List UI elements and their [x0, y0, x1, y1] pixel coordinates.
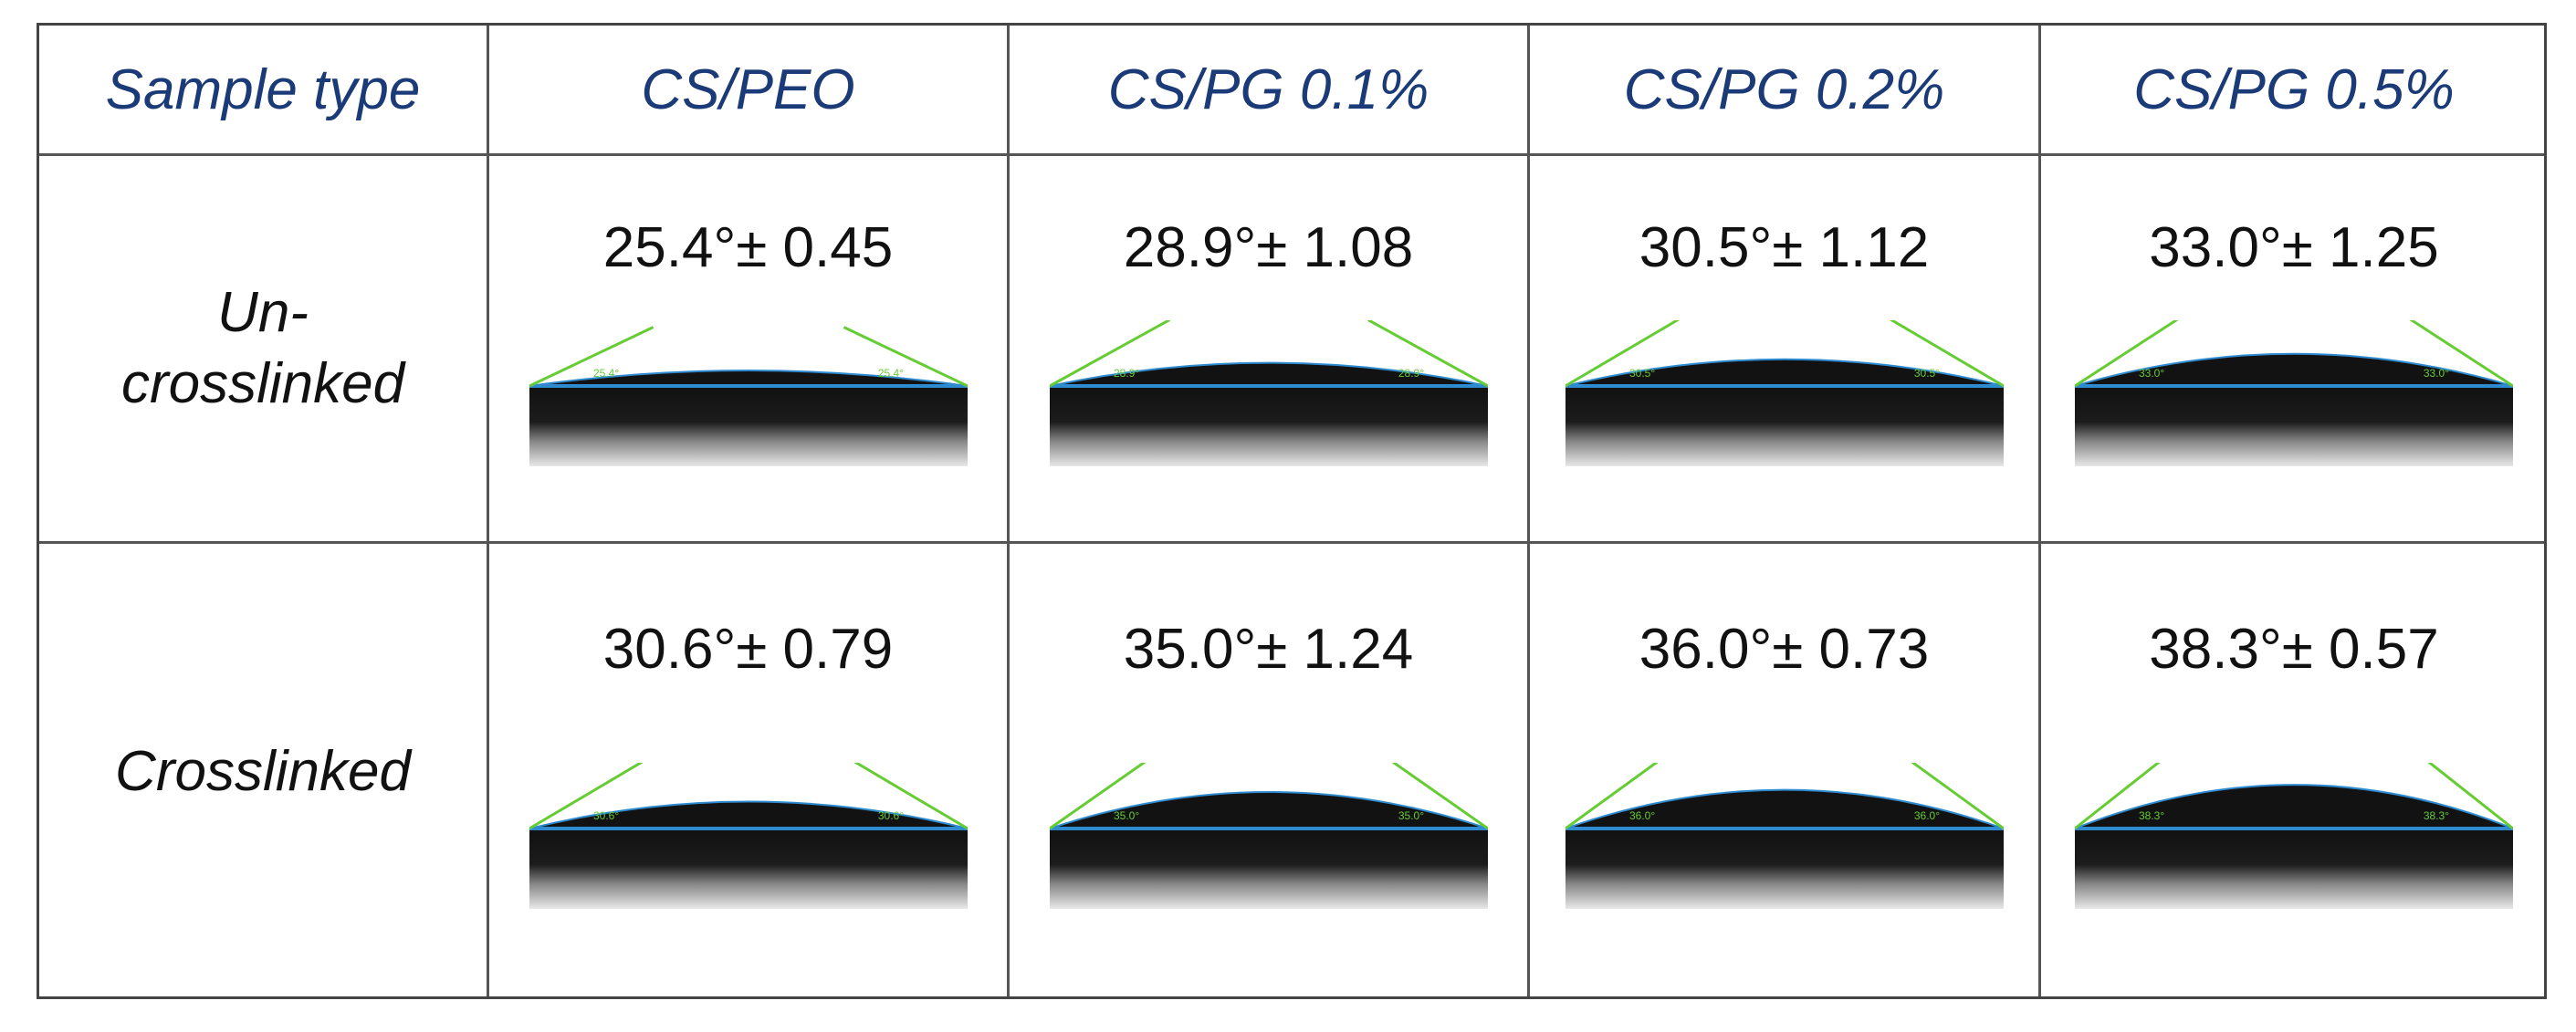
contact-angle-cell: 33.0°± 1.25 33.0° 33.0° — [2041, 156, 2547, 541]
droplet-image: 25.4° 25.4° — [529, 326, 969, 466]
contact-angle-cell: 25.4°± 0.45 25.4° 25.4° — [489, 156, 1007, 541]
measured-angle-label: 33.0° — [2424, 367, 2449, 380]
droplet-photo: 28.9° 28.9° — [1049, 318, 1489, 471]
measured-angle-label: 36.0° — [1629, 809, 1655, 822]
measured-angle-label: 28.9° — [1398, 367, 1424, 380]
droplet-photo: 30.6° 30.6° — [529, 757, 969, 913]
droplet-image: 36.0° 36.0° — [1565, 746, 2005, 909]
measured-angle-label: 35.0° — [1114, 809, 1139, 822]
row-divider — [39, 541, 2544, 544]
measured-angle-label: 36.0° — [1914, 809, 1940, 822]
contact-angle-value: 35.0°± 1.24 — [1123, 618, 1414, 681]
column-divider — [2038, 26, 2041, 996]
contact-angle-value: 38.3°± 0.57 — [2149, 618, 2439, 681]
measured-angle-label: 28.9° — [1114, 367, 1139, 380]
contact-angle-value: 30.6°± 0.79 — [602, 618, 894, 681]
column-divider — [1527, 26, 1530, 996]
droplet-photo: 35.0° 35.0° — [1049, 748, 1489, 913]
contact-angle-value: 36.0°± 0.73 — [1639, 618, 1930, 681]
droplet-photo: 30.5° 30.5° — [1565, 315, 2005, 471]
droplet-photo: 36.0° 36.0° — [1565, 746, 2005, 913]
contact-angle-value: 25.4°± 0.45 — [602, 216, 894, 279]
contact-angle-cell: 38.3°± 0.57 38.3° 38.3° — [2041, 544, 2547, 999]
measured-angle-label: 25.4° — [878, 367, 904, 380]
droplet-image: 30.5° 30.5° — [1565, 315, 2005, 466]
header-cs-pg-0-2: CS/PG 0.2% — [1623, 57, 1945, 121]
droplet-image: 35.0° 35.0° — [1049, 748, 1489, 909]
measured-angle-label: 30.5° — [1914, 367, 1940, 380]
droplet-image: 33.0° 33.0° — [2074, 310, 2514, 466]
measured-angle-label: 38.3° — [2139, 809, 2164, 822]
measured-angle-label: 38.3° — [2424, 809, 2449, 822]
droplet-photo: 25.4° 25.4° — [529, 320, 969, 471]
measured-angle-label: 25.4° — [593, 367, 619, 380]
measured-angle-label: 35.0° — [1398, 809, 1424, 822]
contact-angle-value: 33.0°± 1.25 — [2149, 216, 2439, 279]
header-cs-pg-0-5: CS/PG 0.5% — [2133, 57, 2455, 121]
measured-angle-label: 33.0° — [2139, 367, 2164, 380]
droplet-image: 38.3° 38.3° — [2074, 742, 2514, 909]
droplet-photo: 38.3° 38.3° — [2074, 742, 2514, 913]
droplet-image: 28.9° 28.9° — [1049, 318, 1489, 466]
column-divider — [487, 26, 489, 996]
contact-angle-table: Sample type CS/PEO CS/PG 0.1% CS/PG 0.2%… — [37, 23, 2547, 999]
measured-angle-label: 30.6° — [878, 809, 904, 822]
header-cs-pg-0-1: CS/PG 0.1% — [1107, 57, 1429, 121]
droplet-photo: 33.0° 33.0° — [2074, 310, 2514, 471]
contact-angle-value: 30.5°± 1.12 — [1639, 216, 1930, 279]
contact-angle-cell: 30.5°± 1.12 30.5° 30.5° — [1530, 156, 2038, 541]
droplet-image: 30.6° 30.6° — [529, 757, 969, 909]
contact-angle-value: 28.9°± 1.08 — [1123, 216, 1414, 279]
column-divider — [1007, 26, 1010, 996]
measured-angle-label: 30.6° — [593, 809, 619, 822]
header-cs-peo: CS/PEO — [641, 57, 855, 121]
header-sample-type: Sample type — [105, 57, 421, 121]
row-label-crosslinked: Crosslinked — [115, 739, 411, 803]
row-label-uncrosslinked: Un- crosslinked — [120, 281, 405, 415]
contact-angle-cell: 36.0°± 0.73 36.0° 36.0° — [1530, 544, 2038, 999]
contact-angle-cell: 28.9°± 1.08 28.9° 28.9° — [1010, 156, 1527, 541]
contact-angle-cell: 30.6°± 0.79 30.6° 30.6° — [489, 544, 1007, 999]
contact-angle-cell: 35.0°± 1.24 35.0° 35.0° — [1010, 544, 1527, 999]
row-divider — [39, 153, 2544, 156]
measured-angle-label: 30.5° — [1629, 367, 1655, 380]
